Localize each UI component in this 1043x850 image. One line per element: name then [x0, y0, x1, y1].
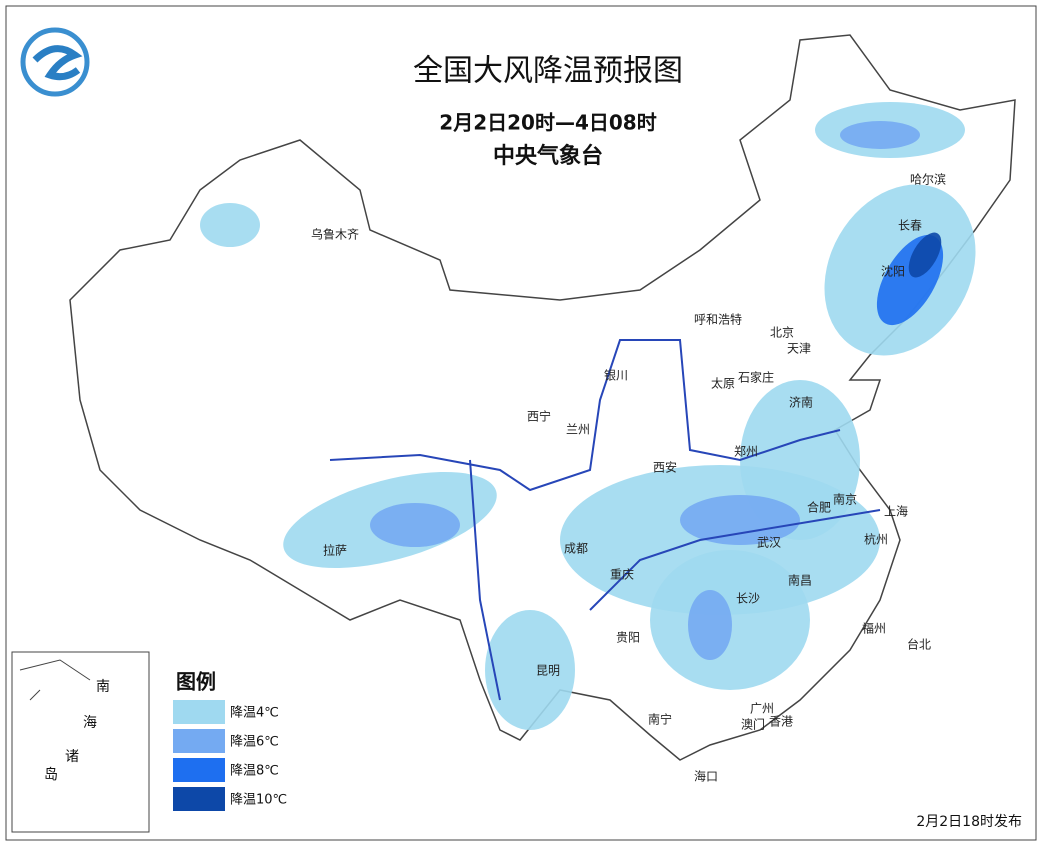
cooling-areas	[200, 102, 976, 730]
city-label: 西安	[653, 460, 677, 475]
city-label: 南京	[833, 492, 857, 507]
city-label: 拉萨	[323, 543, 347, 558]
inset-label: 诸	[65, 749, 79, 765]
legend: 降温4℃ 降温6℃ 降温8℃ 降温10℃	[173, 700, 287, 811]
issuer: 中央气象台	[493, 143, 603, 169]
city-label: 郑州	[734, 444, 758, 459]
city-label: 呼和浩特	[694, 312, 742, 327]
legend-label: 降温8℃	[230, 764, 279, 779]
legend-label: 降温10℃	[230, 793, 287, 808]
city-label: 上海	[884, 504, 908, 519]
period: 2月2日20时—4日08时	[439, 111, 656, 135]
city-label: 天津	[787, 342, 811, 356]
inset-label: 南	[96, 679, 110, 695]
legend-swatch	[173, 758, 225, 782]
city-label: 台北	[907, 637, 931, 652]
legend-swatch	[173, 729, 225, 753]
issued-date: 2月2日18时发布	[916, 814, 1022, 830]
inset-label: 岛	[44, 767, 58, 783]
city-label: 石家庄	[738, 370, 774, 385]
legend-swatch	[173, 787, 225, 811]
legend-title: 图例	[176, 670, 216, 694]
city-label: 重庆	[610, 568, 634, 582]
city-label: 武汉	[757, 536, 781, 550]
city-label: 杭州	[864, 532, 888, 547]
city-label: 沈阳	[881, 264, 905, 279]
city-label: 香港	[769, 715, 793, 729]
city-label: 福州	[862, 621, 886, 636]
legend-swatch	[173, 700, 225, 724]
title: 全国大风降温预报图	[413, 54, 683, 89]
city-label: 北京	[770, 326, 794, 340]
rivers	[329, 339, 881, 701]
city-label: 济南	[789, 395, 813, 410]
city-label: 海口	[694, 769, 718, 784]
city-label: 贵阳	[616, 631, 640, 645]
city-label: 西宁	[527, 409, 551, 424]
inset-label: 海	[83, 715, 97, 731]
city-label: 长春	[898, 219, 922, 233]
city-label: 合肥	[807, 500, 831, 515]
legend-label: 降温4℃	[230, 706, 279, 721]
city-label: 哈尔滨	[910, 172, 946, 187]
logo	[20, 27, 90, 97]
city-label: 澳门	[741, 717, 765, 732]
city-label: 太原	[711, 376, 735, 391]
city-label: 广州	[750, 702, 774, 716]
city-label: 乌鲁木齐	[311, 227, 359, 242]
city-label: 南昌	[788, 573, 812, 588]
city-label: 长沙	[736, 592, 760, 606]
city-label: 昆明	[536, 664, 560, 678]
city-label: 成都	[564, 542, 588, 556]
city-label: 南宁	[648, 712, 672, 727]
city-label: 银川	[604, 369, 628, 383]
city-label: 兰州	[566, 423, 590, 437]
inset	[11, 651, 150, 833]
legend-label: 降温6℃	[230, 735, 279, 750]
